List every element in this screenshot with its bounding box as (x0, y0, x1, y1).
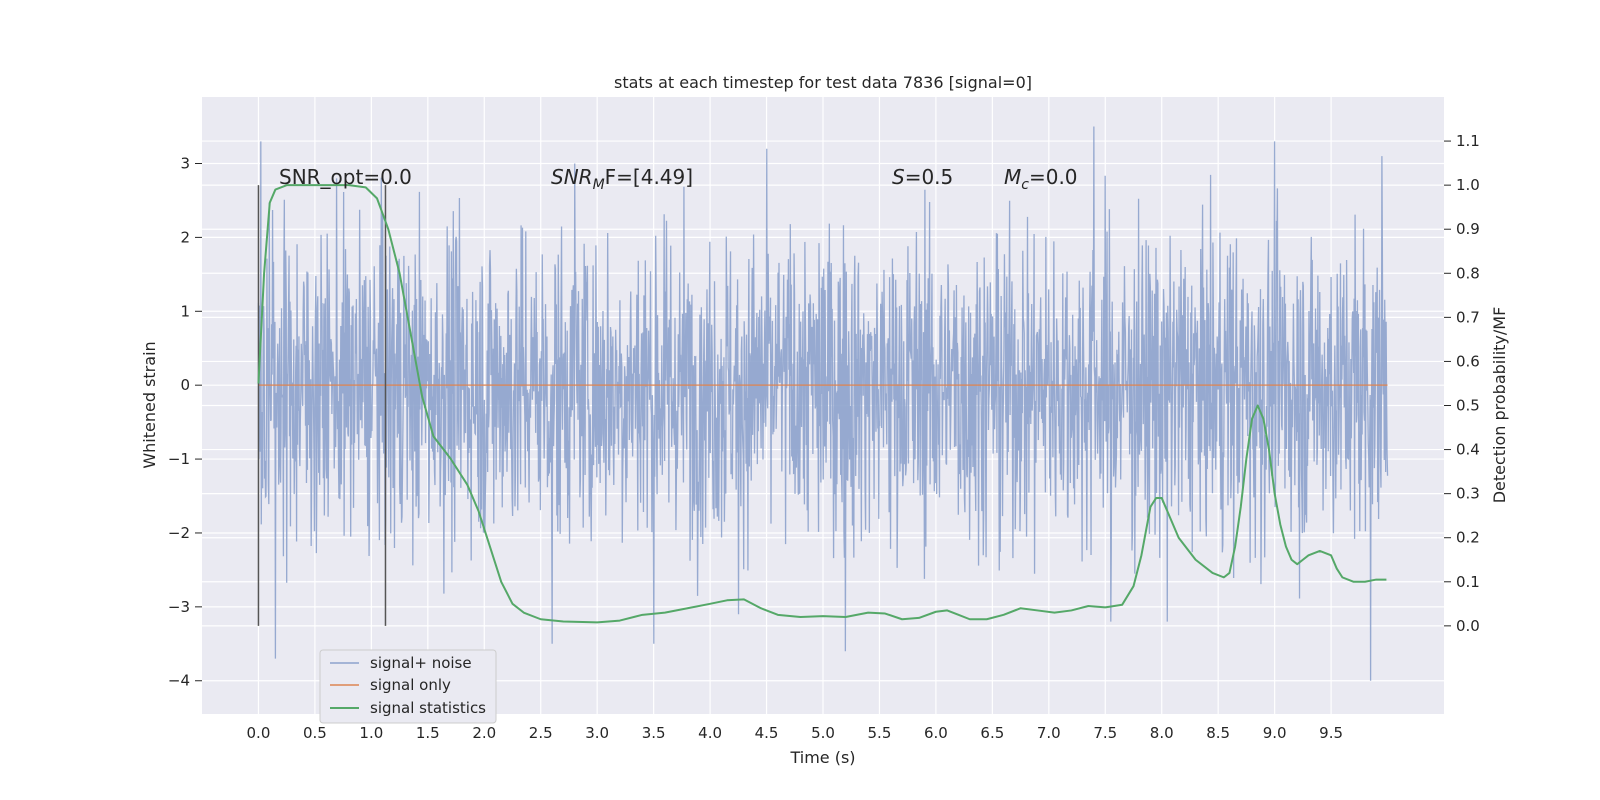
annotation-s-rest: =0.5 (905, 165, 954, 189)
x-tick-label: 5.5 (868, 724, 892, 742)
annotation-snr-mf-base: SNR (551, 165, 593, 189)
x-tick-label: 0.0 (247, 724, 271, 742)
annotation-s-var: S (892, 165, 905, 189)
stats-trace (257, 184, 1387, 624)
y2-axis-ticks: 1.1 1.0 0.9 0.8 0.7 0.6 0.5 0.4 0.3 0.2 0.1 0.0 (1444, 132, 1480, 635)
y2-tick-label: 0.2 (1456, 529, 1480, 547)
y-tick-label: −1 (168, 450, 190, 468)
x-tick-label: 3.5 (642, 724, 666, 742)
y2-tick-label: 0.8 (1456, 264, 1480, 282)
annotation-snr-mf: SNRMF=[4.49] (551, 165, 693, 193)
series-signal-noise (257, 126, 1389, 681)
x-tick-label: 1.5 (416, 724, 440, 742)
x-tick-label: 7.5 (1093, 724, 1117, 742)
y2-tick-label: 0.5 (1456, 397, 1480, 415)
x-tick-label: 8.5 (1206, 724, 1230, 742)
y2-tick-label: 0.0 (1456, 617, 1480, 635)
y-tick-label: 1 (180, 302, 190, 320)
annotation-mc-var: M (1004, 165, 1021, 189)
y2-tick-label: 0.9 (1456, 220, 1480, 238)
x-tick-label: 3.0 (585, 724, 609, 742)
annotation-mc-rest: =0.0 (1029, 165, 1078, 189)
legend-label-signal-noise: signal+ noise (370, 654, 472, 672)
y2-axis-label: Detection probability/MF (1490, 307, 1509, 504)
annotation-mc: Mc=0.0 (1004, 165, 1078, 193)
annotation-s: S=0.5 (892, 165, 953, 189)
y-axis-label: Whitened strain (140, 341, 159, 468)
x-tick-label: 6.0 (924, 724, 948, 742)
y2-tick-label: 0.3 (1456, 485, 1480, 503)
legend: signal+ noise signal only signal statist… (319, 649, 497, 724)
chart-title: stats at each timestep for test data 783… (614, 73, 1032, 92)
annotation-snr-opt: SNR_opt=0.0 (279, 165, 412, 189)
x-tick-label: 2.0 (472, 724, 496, 742)
annotation-snr-mf-sub: M (593, 177, 605, 193)
annotation-snr-mf-rest: F=[4.49] (605, 165, 693, 189)
y-axis-ticks: 3 2 1 0 −1 −2 −3 −4 (168, 155, 202, 690)
y-tick-label: 0 (180, 376, 190, 394)
x-tick-label: 2.5 (529, 724, 553, 742)
y2-tick-label: 0.6 (1456, 352, 1480, 370)
x-tick-label: 8.0 (1150, 724, 1174, 742)
legend-label-signal-only: signal only (370, 676, 451, 694)
y-tick-label: −3 (168, 598, 190, 616)
noise-trace (257, 126, 1389, 681)
x-tick-label: 4.0 (698, 724, 722, 742)
y-tick-label: 2 (180, 228, 190, 246)
y-tick-label: −4 (168, 672, 190, 690)
x-tick-label: 7.0 (1037, 724, 1061, 742)
y2-tick-label: 0.4 (1456, 441, 1480, 459)
plot-area (257, 126, 1389, 681)
x-tick-label: 9.5 (1319, 724, 1343, 742)
x-tick-label: 4.5 (755, 724, 779, 742)
series-signal-statistics (257, 184, 1387, 624)
y2-tick-label: 0.1 (1456, 573, 1480, 591)
x-axis-label: Time (s) (789, 748, 855, 767)
annotation-mc-sub: c (1021, 177, 1029, 193)
x-tick-label: 1.0 (359, 724, 383, 742)
x-axis-ticks: 0.0 0.5 1.0 1.5 2.0 2.5 3.0 3.5 4.0 4.5 5.0 5.5 6.0 6… (247, 724, 1343, 742)
y-tick-label: −2 (168, 524, 190, 542)
x-tick-label: 0.5 (303, 724, 327, 742)
x-tick-label: 9.0 (1263, 724, 1287, 742)
y-tick-label: 3 (180, 155, 190, 173)
x-tick-label: 6.5 (980, 724, 1004, 742)
y2-tick-label: 1.0 (1456, 176, 1480, 194)
legend-box (319, 649, 497, 724)
y2-tick-label: 1.1 (1456, 132, 1480, 150)
y2-tick-label: 0.7 (1456, 308, 1480, 326)
x-tick-label: 5.0 (811, 724, 835, 742)
legend-label-signal-statistics: signal statistics (370, 699, 486, 717)
marker-lines (257, 185, 387, 626)
